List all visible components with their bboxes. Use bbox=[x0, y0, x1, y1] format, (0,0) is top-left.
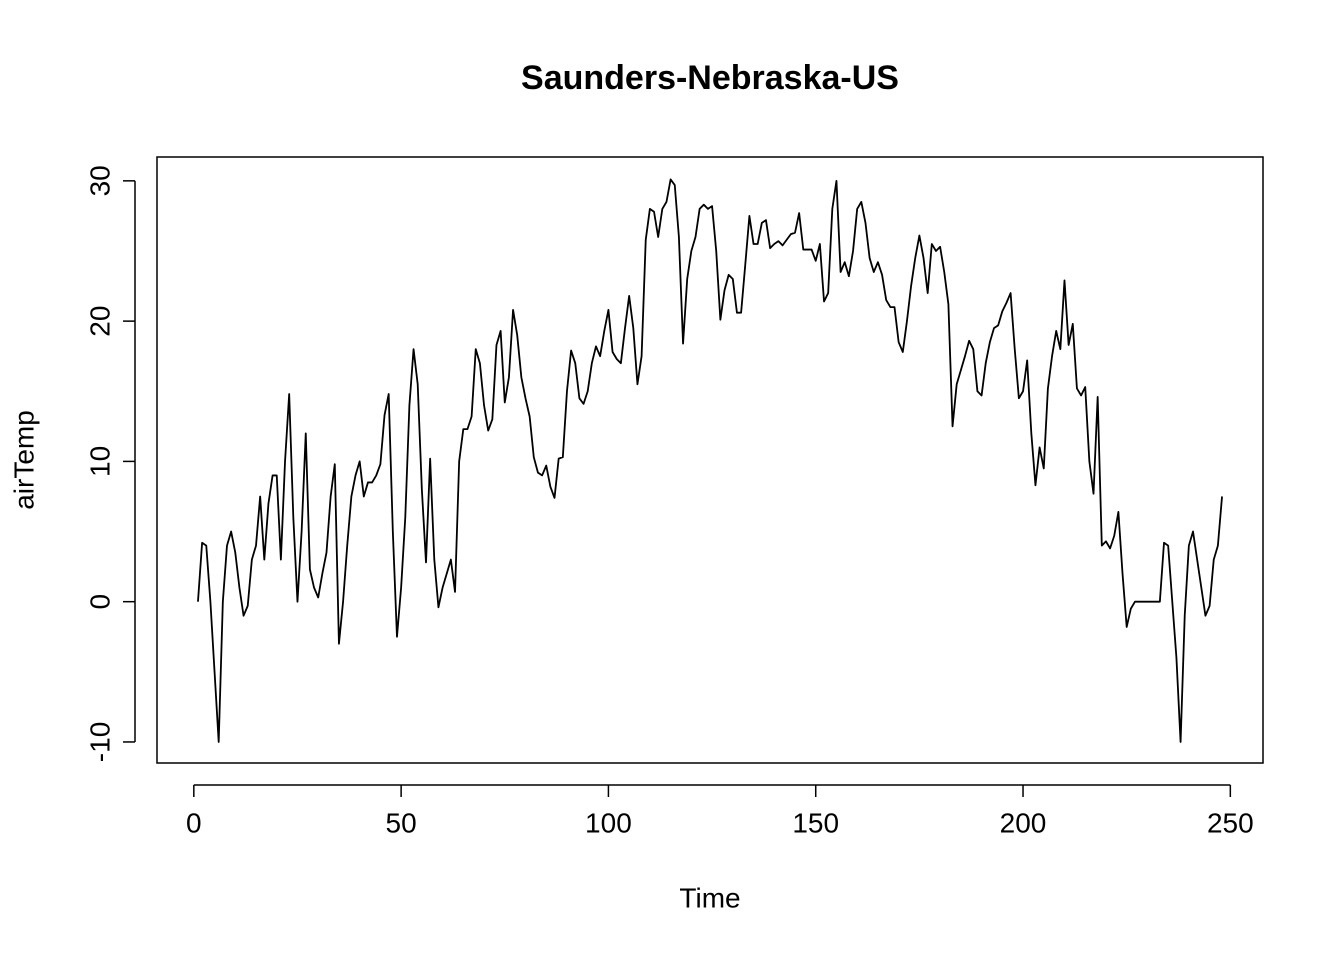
x-tick-label: 200 bbox=[1000, 807, 1047, 838]
y-tick-label: 20 bbox=[84, 306, 115, 337]
x-tick-label: 150 bbox=[792, 807, 839, 838]
y-tick-label: 0 bbox=[84, 594, 115, 610]
data-line bbox=[197, 178, 1223, 743]
y-tick-label: 10 bbox=[84, 446, 115, 477]
y-tick-label: -10 bbox=[84, 722, 115, 762]
x-tick-label: 250 bbox=[1207, 807, 1254, 838]
chart-title: Saunders-Nebraska-US bbox=[521, 59, 899, 97]
y-axis-label: airTemp bbox=[8, 410, 39, 510]
x-tick-label: 50 bbox=[386, 807, 417, 838]
x-axis-label: Time bbox=[679, 882, 740, 913]
x-tick-label: 0 bbox=[186, 807, 202, 838]
y-tick-label: 30 bbox=[84, 165, 115, 196]
x-tick-label: 100 bbox=[585, 807, 632, 838]
plot-box bbox=[156, 156, 1264, 764]
